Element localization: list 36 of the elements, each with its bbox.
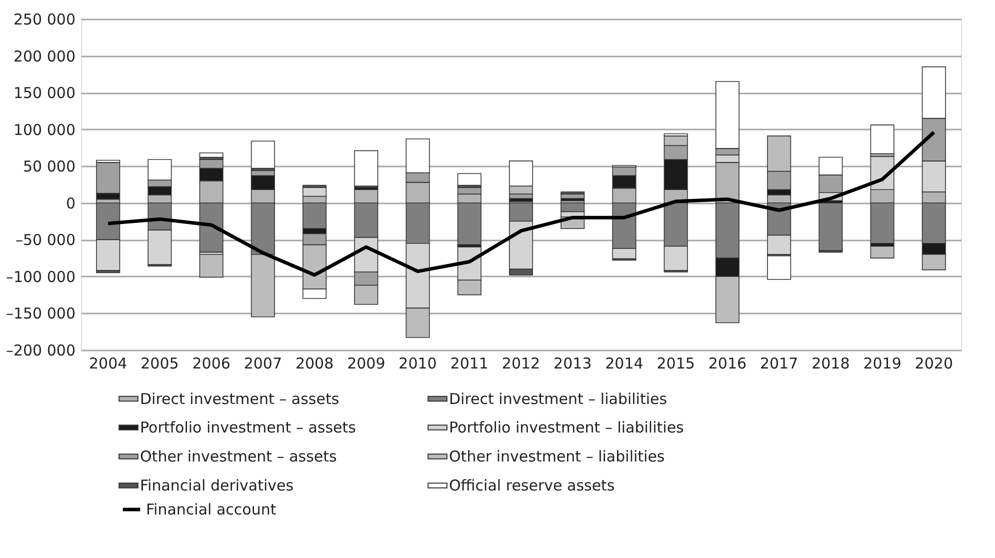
x-tick-label: 2013: [554, 354, 592, 372]
y-tick-label: 200 000: [13, 47, 76, 66]
legend-label: Direct investment – liabilities: [449, 390, 668, 408]
x-tick-label: 2018: [812, 354, 850, 372]
x-tick-label: 2012: [502, 354, 540, 372]
x-tick-label: 2005: [140, 354, 179, 372]
y-tick-label: –200 000: [6, 342, 76, 360]
y-tick-label: –100 000: [6, 268, 76, 286]
legend-label: Portfolio investment – assets: [140, 418, 356, 436]
x-tick-label: 2015: [656, 354, 695, 372]
legend-label: Direct investment – assets: [140, 390, 340, 408]
x-tick-label: 2017: [760, 354, 798, 372]
y-tick-label: –150 000: [6, 304, 76, 323]
y-tick-label: 0: [66, 194, 76, 212]
x-tick-label: 2019: [863, 354, 902, 372]
legend-label: Official reserve assets: [449, 476, 615, 494]
y-tick-label: 150 000: [13, 84, 76, 102]
x-tick-label: 2011: [450, 354, 488, 372]
x-tick-label: 2004: [89, 354, 128, 372]
x-tick-label: 2009: [347, 354, 386, 372]
legend-label: Other investment – assets: [140, 448, 338, 466]
legend-label: Financial derivatives: [140, 476, 294, 494]
x-tick-label: 2014: [605, 354, 644, 372]
legend-label: Other investment – liabilities: [449, 448, 665, 466]
x-tick-label: 2008: [295, 354, 334, 372]
x-tick-label: 2010: [398, 354, 437, 372]
x-tick-label: 2016: [708, 354, 747, 372]
y-tick-label: 100 000: [13, 120, 76, 139]
x-tick-label: 2006: [192, 354, 230, 372]
x-tick-label: 2020: [914, 354, 953, 372]
legend-label: Portfolio investment – liabilities: [449, 418, 684, 436]
x-tick-label: 2007: [244, 354, 282, 372]
legend-label: Financial account: [146, 500, 276, 518]
y-tick-label: 250 000: [13, 10, 76, 28]
y-tick-label: –50 000: [16, 231, 76, 250]
y-tick-label: 50 000: [23, 158, 76, 176]
